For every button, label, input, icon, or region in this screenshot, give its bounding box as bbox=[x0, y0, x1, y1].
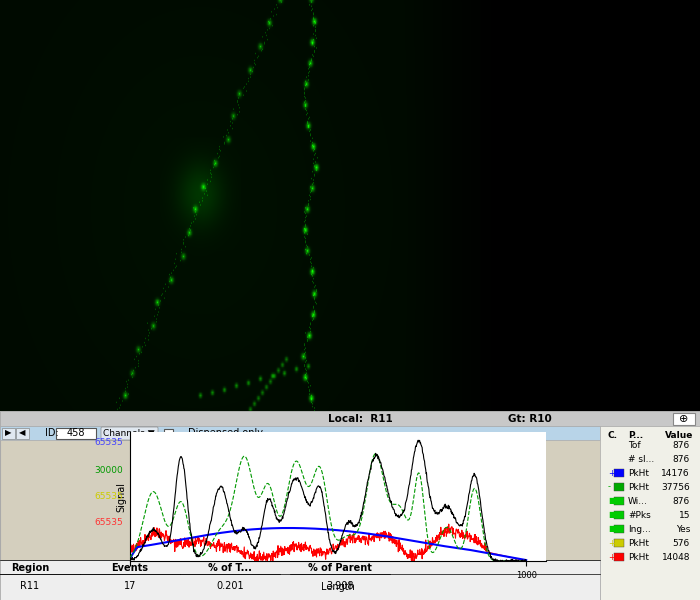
Text: 876: 876 bbox=[673, 497, 690, 505]
Text: PkHt: PkHt bbox=[628, 469, 649, 478]
Text: % of T...: % of T... bbox=[208, 563, 252, 573]
Bar bbox=[614, 483, 624, 491]
Text: +: + bbox=[608, 469, 615, 478]
Text: Wi...: Wi... bbox=[628, 497, 648, 505]
Text: 458: 458 bbox=[66, 428, 85, 438]
Text: PkHt: PkHt bbox=[628, 482, 649, 491]
Text: Dispensed only: Dispensed only bbox=[188, 428, 263, 438]
Bar bbox=[614, 553, 624, 561]
Text: 3.908: 3.908 bbox=[326, 581, 354, 591]
Text: 14176: 14176 bbox=[662, 469, 690, 478]
Text: ■: ■ bbox=[608, 524, 616, 533]
Text: 30000: 30000 bbox=[94, 466, 123, 475]
Text: % of Parent: % of Parent bbox=[308, 563, 372, 573]
Text: # sl...: # sl... bbox=[628, 455, 654, 463]
Bar bbox=[614, 469, 624, 477]
Text: 37756: 37756 bbox=[662, 482, 690, 491]
Text: -: - bbox=[608, 482, 611, 491]
Text: ■: ■ bbox=[608, 497, 616, 505]
Text: P...: P... bbox=[628, 431, 643, 439]
Text: #Pks: #Pks bbox=[628, 511, 651, 520]
FancyBboxPatch shape bbox=[101, 427, 158, 440]
Text: 65535: 65535 bbox=[94, 492, 123, 501]
Text: +: + bbox=[608, 553, 615, 562]
Bar bbox=[614, 497, 624, 505]
Bar bbox=[164, 429, 173, 438]
Text: PkHt: PkHt bbox=[628, 553, 649, 562]
Text: Region: Region bbox=[11, 563, 49, 573]
Bar bbox=[614, 539, 624, 547]
Text: 15: 15 bbox=[678, 511, 690, 520]
Text: Events: Events bbox=[111, 563, 148, 573]
Text: Value: Value bbox=[665, 431, 694, 439]
Bar bbox=[673, 413, 695, 425]
Text: 17: 17 bbox=[124, 581, 136, 591]
Text: ⊕: ⊕ bbox=[679, 414, 689, 424]
Bar bbox=[614, 511, 624, 519]
Text: Channels ▼: Channels ▼ bbox=[103, 428, 155, 437]
Text: ◀: ◀ bbox=[19, 428, 25, 437]
Y-axis label: Signal: Signal bbox=[117, 481, 127, 511]
Text: 0.201: 0.201 bbox=[216, 581, 244, 591]
Text: 576: 576 bbox=[673, 539, 690, 547]
Text: 876: 876 bbox=[673, 440, 690, 449]
Text: Yes: Yes bbox=[676, 524, 690, 533]
Text: 65535: 65535 bbox=[94, 438, 123, 447]
Text: Gt: R10: Gt: R10 bbox=[508, 414, 552, 424]
Bar bbox=[600, 426, 700, 600]
Text: ■: ■ bbox=[608, 511, 616, 520]
Text: 876: 876 bbox=[673, 455, 690, 463]
Text: +: + bbox=[608, 539, 615, 547]
Text: Tof: Tof bbox=[628, 440, 640, 449]
Bar bbox=[16, 428, 29, 439]
X-axis label: Length: Length bbox=[321, 583, 355, 593]
Bar bbox=[614, 525, 624, 533]
Text: ID:: ID: bbox=[45, 428, 59, 438]
Text: 14048: 14048 bbox=[662, 553, 690, 562]
Bar bbox=[0, 426, 600, 440]
Bar bbox=[2, 428, 15, 439]
Text: Ing...: Ing... bbox=[628, 524, 651, 533]
Bar bbox=[0, 560, 600, 600]
Text: Local:  R11: Local: R11 bbox=[328, 414, 393, 424]
Text: C.: C. bbox=[608, 431, 618, 439]
Text: ▶: ▶ bbox=[5, 428, 11, 437]
Text: 65535: 65535 bbox=[94, 518, 123, 527]
Bar bbox=[0, 411, 700, 426]
Text: R11: R11 bbox=[20, 581, 40, 591]
Text: PkHt: PkHt bbox=[628, 539, 649, 547]
Bar bbox=[56, 428, 96, 439]
